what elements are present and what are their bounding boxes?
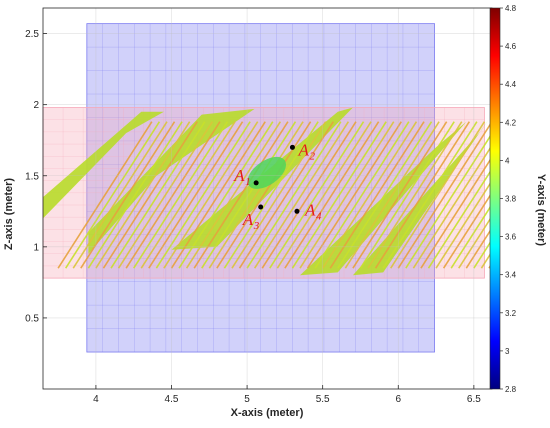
scan-line [208, 121, 304, 269]
scan-line [216, 121, 312, 269]
scan-line [238, 121, 334, 269]
colorbar-tick-label: 4 [505, 156, 510, 165]
scan-line [57, 121, 153, 269]
x-tick-label: 5.5 [316, 394, 330, 405]
colorbar-tick-label: 4.6 [505, 42, 517, 51]
colorbar-tick-label: 3.4 [505, 271, 517, 280]
x-axis-title: X-axis (meter) [231, 407, 304, 419]
scan-line [299, 121, 395, 269]
scan-line [65, 121, 161, 269]
scan-line [87, 121, 183, 269]
scan-line [284, 121, 380, 269]
scan-line [322, 121, 418, 269]
y-tick-label: 0.5 [25, 313, 39, 324]
y-tick-label: 1 [33, 242, 39, 253]
scan-line [450, 202, 492, 269]
scan-line [390, 121, 486, 269]
scan-line [427, 167, 492, 269]
scan-line [223, 121, 319, 269]
scan-line [185, 121, 282, 269]
scan-line [133, 121, 229, 269]
scan-line [458, 214, 492, 269]
scan-line [253, 121, 350, 269]
point-a1-label: A [233, 166, 245, 185]
scan-line [306, 121, 402, 269]
x-tick-label: 4.5 [165, 394, 179, 405]
scan-line [382, 121, 478, 269]
scan-line [473, 238, 492, 269]
scan-line [329, 121, 425, 269]
colorbar-tick-label: 4.4 [505, 80, 517, 89]
y-axis-title: Z-axis (meter) [3, 178, 15, 250]
scan-line [261, 121, 357, 269]
scan-line [201, 121, 297, 269]
colorbar [489, 7, 501, 390]
colorbar-tick-label: 4.8 [505, 4, 517, 13]
scan-line [178, 121, 274, 269]
scan-line [337, 121, 433, 269]
point-a4-label: A [304, 200, 316, 219]
y-tick-label: 2 [33, 100, 39, 111]
scan-line [269, 121, 365, 269]
x-tick-label: 5 [244, 394, 250, 405]
x-tick-label: 4 [93, 394, 99, 405]
scan-line [314, 121, 410, 269]
colorbar-tick-label: 3.8 [505, 195, 517, 204]
scan-line [397, 121, 492, 269]
scan-line [359, 121, 455, 269]
point-a3-marker [258, 204, 264, 210]
point-a1-subscript: 1 [245, 176, 251, 188]
scan-line [344, 121, 440, 269]
point-cloud-layer [43, 107, 492, 276]
colorbar-tick-label: 3 [505, 347, 510, 356]
colorbar-tick-label: 3.2 [505, 309, 517, 318]
colorbar-tick-label: 3.6 [505, 233, 517, 242]
x-tick-label: 6.5 [467, 394, 481, 405]
y-tick-label: 1.5 [25, 171, 39, 182]
point-a2-subscript: 2 [309, 150, 315, 162]
scan-line [435, 179, 492, 269]
scan-line [465, 226, 492, 269]
scan-line [117, 121, 213, 269]
scan-line [110, 121, 206, 269]
point-a4-subscript: 4 [316, 210, 322, 222]
scan-line [291, 121, 387, 269]
scan-line [170, 121, 266, 269]
scan-line [102, 121, 198, 269]
scan-line [155, 121, 251, 269]
grid-layer [43, 8, 492, 389]
point-a4-marker [294, 208, 300, 214]
point-a2-label: A [297, 140, 309, 159]
annotated-points: A 1A 2A 3A 4 [233, 140, 322, 232]
colorbar-tick-label: 4.2 [505, 118, 517, 127]
colorbar-title: Y-axis (meter) [535, 174, 547, 246]
point-a3-subscript: 3 [253, 220, 260, 232]
scan-line [125, 121, 221, 269]
y-tick-label: 2.5 [25, 29, 39, 40]
scan-line [231, 121, 327, 269]
scan-line [193, 121, 289, 269]
scan-line [148, 121, 244, 269]
scan-line [352, 121, 448, 269]
scan-line [72, 121, 168, 269]
scan-line [163, 121, 259, 269]
point-a3-label: A [242, 210, 254, 229]
scan-line [367, 121, 463, 269]
colorbar-tick-label: 2.8 [505, 385, 517, 394]
scan-line [95, 121, 191, 269]
scan-line [420, 155, 492, 269]
scan-line [405, 132, 492, 269]
x-ticks: 4 4.5 5 5.5 6 6.5 [93, 385, 481, 405]
y-ticks: 0.5 1 1.5 2 2.5 [25, 29, 47, 324]
scan-line [140, 121, 236, 269]
colorbar-ticks: 2.8 3 3.2 3.4 3.6 3.8 4 4.2 4.4 4.6 4.8 [500, 4, 517, 394]
scan-line [276, 121, 372, 269]
x-tick-label: 6 [395, 394, 401, 405]
scan-line [246, 121, 342, 269]
point-a1-marker [253, 180, 259, 186]
point-a2-marker [289, 144, 295, 150]
scan-line [374, 121, 470, 269]
scan-line [80, 121, 176, 269]
